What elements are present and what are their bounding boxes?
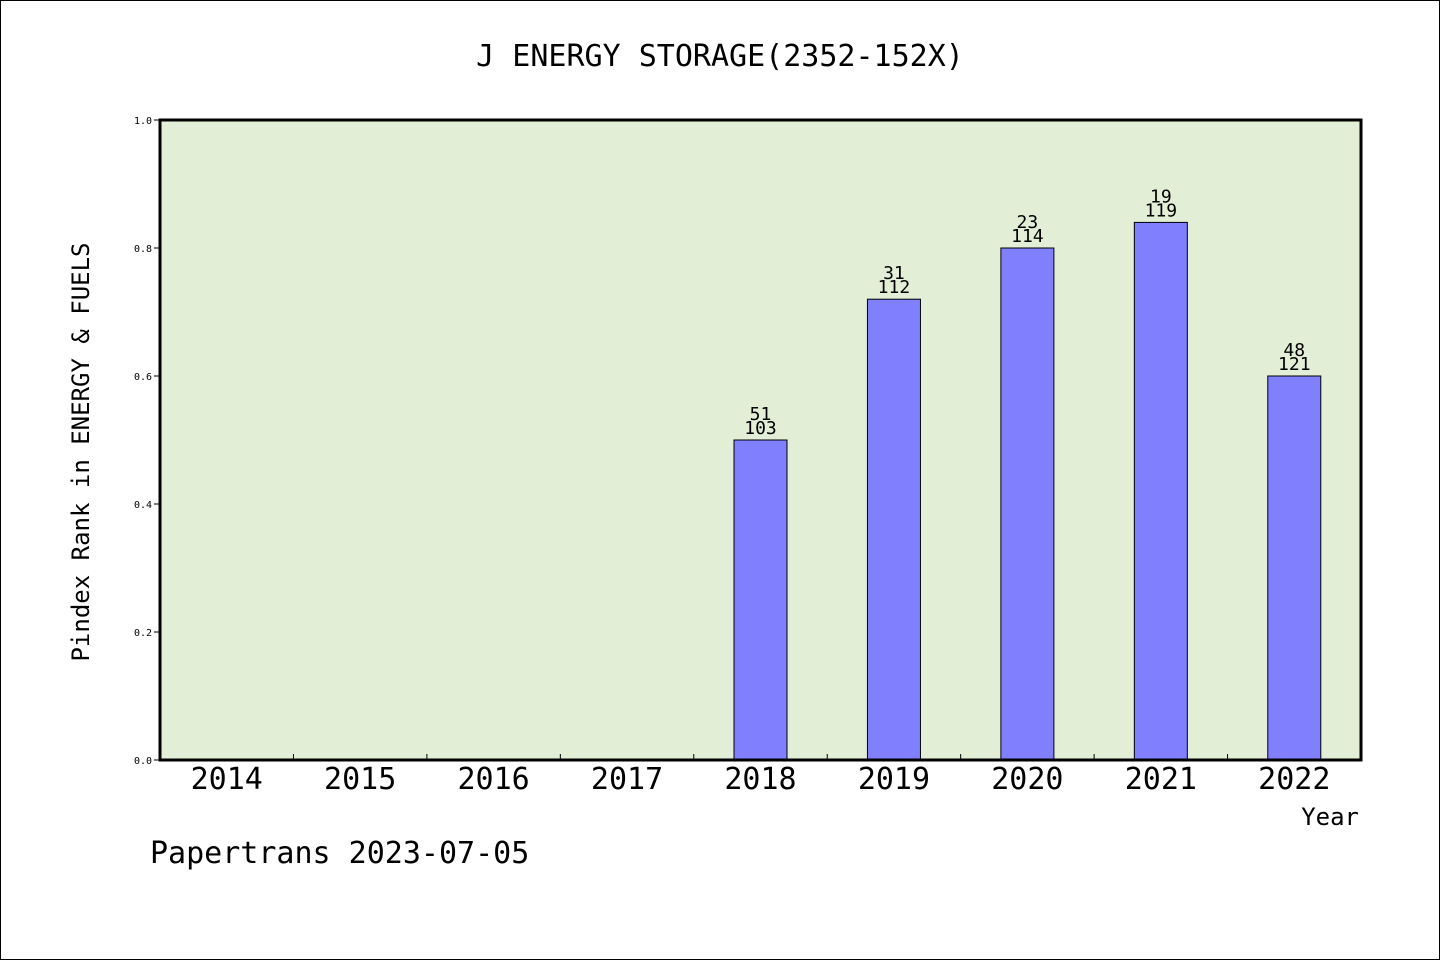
x-tick-label: 2019 xyxy=(858,762,930,797)
plot-border xyxy=(158,118,1363,762)
bar-label-bottom: 114 xyxy=(1011,226,1044,247)
bar-label-bottom: 112 xyxy=(878,277,911,298)
y-tick-label: 0.4 xyxy=(134,500,152,511)
x-tick-label: 2020 xyxy=(991,762,1063,797)
x-tick-label: 2016 xyxy=(457,762,529,797)
bar-label-top: 23 xyxy=(1017,212,1039,233)
y-tick-label: 0.8 xyxy=(134,244,152,255)
x-ticks-group: 2014 2015 2016 2017 2018 2019 2020 2021 2022 xyxy=(191,754,1330,797)
bar xyxy=(1133,221,1188,761)
x-tick-label: 2021 xyxy=(1125,762,1197,797)
y-tick-label: 0.2 xyxy=(134,628,152,639)
bar xyxy=(866,298,921,761)
bar xyxy=(733,439,788,761)
y-tick-label: 0.0 xyxy=(134,756,152,767)
x-tick-label: 2022 xyxy=(1258,762,1330,797)
bar-label-top: 51 xyxy=(750,404,772,425)
bar xyxy=(1000,247,1055,761)
bar-label-bottom: 103 xyxy=(744,418,777,439)
y-ticks-group: 0.0 0.2 0.4 0.6 0.8 1.0 xyxy=(134,116,160,767)
bar-label-bottom: 119 xyxy=(1145,200,1178,221)
chart-title: J ENERGY STORAGE(2352-152X) xyxy=(476,39,964,74)
footer-text: Papertrans 2023-07-05 xyxy=(150,836,529,871)
bar xyxy=(1267,375,1322,761)
x-axis-label: Year xyxy=(1301,803,1359,831)
x-tick-label: 2014 xyxy=(191,762,263,797)
y-tick-label: 1.0 xyxy=(134,116,152,127)
bar-label-top: 19 xyxy=(1150,186,1172,207)
bar-label-top: 31 xyxy=(883,263,905,284)
x-tick-label: 2015 xyxy=(324,762,396,797)
x-tick-label: 2018 xyxy=(724,762,796,797)
y-axis-label: Pindex Rank in ENERGY & FUELS xyxy=(67,242,95,661)
bar-label-top: 48 xyxy=(1283,340,1305,361)
y-tick-label: 0.6 xyxy=(134,372,152,383)
bar-label-bottom: 121 xyxy=(1278,354,1311,375)
x-tick-label: 2017 xyxy=(591,762,663,797)
